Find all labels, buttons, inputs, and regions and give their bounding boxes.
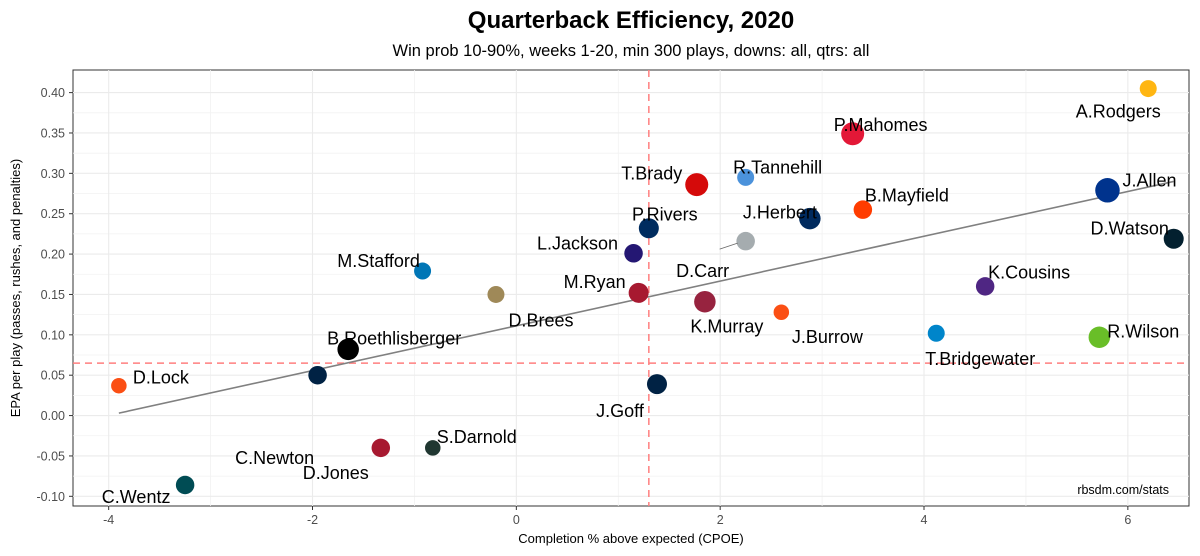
x-tick-label: 2 [717, 513, 724, 527]
label-t-bridgewater: T.Bridgewater [925, 349, 1035, 369]
y-axis-title: EPA per play (passes, rushes, and penalt… [8, 159, 23, 417]
x-tick-label: -4 [103, 513, 114, 527]
y-tick-label: 0.30 [41, 167, 65, 181]
label-j-allen: J.Allen [1122, 170, 1176, 190]
point-t-bridgewater [927, 324, 945, 342]
label-j-herbert: J.Herbert [743, 203, 817, 223]
point-j-goff [646, 374, 667, 395]
point-j-allen [1095, 178, 1120, 203]
x-tick-label: -2 [307, 513, 318, 527]
label-k-cousins: K.Cousins [988, 262, 1070, 282]
label-d-watson: D.Watson [1091, 219, 1169, 239]
point-d-lock [111, 377, 127, 394]
label-d-jones: D.Jones [303, 463, 369, 483]
point-c-wentz [175, 475, 195, 495]
y-axis-ticks: -0.10 -0.05 0.00 0.05 0.10 0.15 0.20 0.25 0.30 0.… [37, 86, 73, 504]
label-p-rivers: P.Rivers [632, 204, 698, 224]
point-d-brees [487, 285, 505, 303]
y-tick-label: 0.05 [41, 369, 65, 383]
point-d-carr [736, 231, 755, 251]
label-d-brees: D.Brees [508, 310, 573, 330]
label-p-mahomes: P.Mahomes [834, 115, 928, 135]
y-tick-label: 0.20 [41, 248, 65, 262]
y-tick-label: 0.10 [41, 328, 65, 342]
label-d-carr: D.Carr [676, 261, 729, 281]
point-p-rivers [638, 218, 659, 239]
label-b-roethlisberger: B.Roethlisberger [327, 328, 461, 348]
mean-reference-lines [73, 70, 1189, 506]
x-axis-title: Completion % above expected (CPOE) [518, 531, 743, 546]
label-r-wilson: R.Wilson [1107, 321, 1179, 341]
point-r-tannehill [737, 168, 755, 186]
x-tick-label: 6 [1124, 513, 1131, 527]
label-j-goff: J.Goff [596, 401, 645, 421]
point-d-jones [371, 438, 391, 458]
y-tick-label: -0.05 [37, 449, 66, 463]
x-tick-label: 4 [921, 513, 928, 527]
point-j-herbert [799, 207, 821, 230]
source-caption: rbsdm.com/stats [1077, 483, 1169, 497]
label-l-jackson: L.Jackson [537, 233, 618, 253]
chart-subtitle: Win prob 10-90%, weeks 1-20, min 300 pla… [393, 42, 870, 60]
y-tick-label: 0.35 [41, 126, 65, 140]
x-tick-label: 0 [513, 513, 520, 527]
point-a-rodgers [1139, 80, 1157, 98]
point-d-watson [1163, 228, 1184, 249]
label-r-tannehill: R.Tannehill [733, 157, 822, 177]
point-labels-group: A.Rodgers P.Mahomes R.Tannehill T.Brady J.Al… [102, 102, 1180, 507]
chart-title: Quarterback Efficiency, 2020 [468, 7, 794, 34]
leader-line-d-carr [719, 242, 738, 250]
point-c-newton [308, 365, 327, 385]
point-k-murray [694, 290, 716, 313]
y-tick-label: -0.10 [37, 490, 66, 504]
point-k-cousins [975, 277, 995, 296]
points-group [111, 80, 1184, 495]
point-t-brady [685, 173, 709, 197]
label-c-wentz: C.Wentz [102, 487, 171, 507]
label-b-mayfield: B.Mayfield [865, 186, 949, 206]
y-tick-label: 0.25 [41, 207, 65, 221]
y-tick-label: 0.15 [41, 288, 65, 302]
point-m-stafford [414, 262, 432, 280]
label-c-newton: C.Newton [235, 448, 314, 468]
point-j-burrow [773, 304, 790, 320]
y-tick-label: 0.00 [41, 409, 65, 423]
label-a-rodgers: A.Rodgers [1076, 102, 1161, 122]
point-s-darnold [425, 440, 441, 456]
label-k-murray: K.Murray [690, 317, 763, 337]
x-axis-ticks: -4 -2 0 2 4 6 [103, 506, 1131, 527]
point-r-wilson [1088, 326, 1111, 349]
point-p-mahomes [841, 122, 865, 146]
point-l-jackson [624, 244, 643, 263]
grid [73, 70, 1189, 506]
label-j-burrow: J.Burrow [792, 327, 864, 347]
label-s-darnold: S.Darnold [437, 427, 517, 447]
label-m-stafford: M.Stafford [337, 251, 420, 271]
label-d-lock: D.Lock [133, 368, 190, 388]
point-m-ryan [628, 282, 649, 303]
label-t-brady: T.Brady [621, 164, 682, 184]
point-b-roethlisberger [337, 338, 359, 361]
label-m-ryan: M.Ryan [564, 272, 626, 292]
y-tick-label: 0.40 [41, 86, 65, 100]
point-b-mayfield [853, 200, 873, 219]
